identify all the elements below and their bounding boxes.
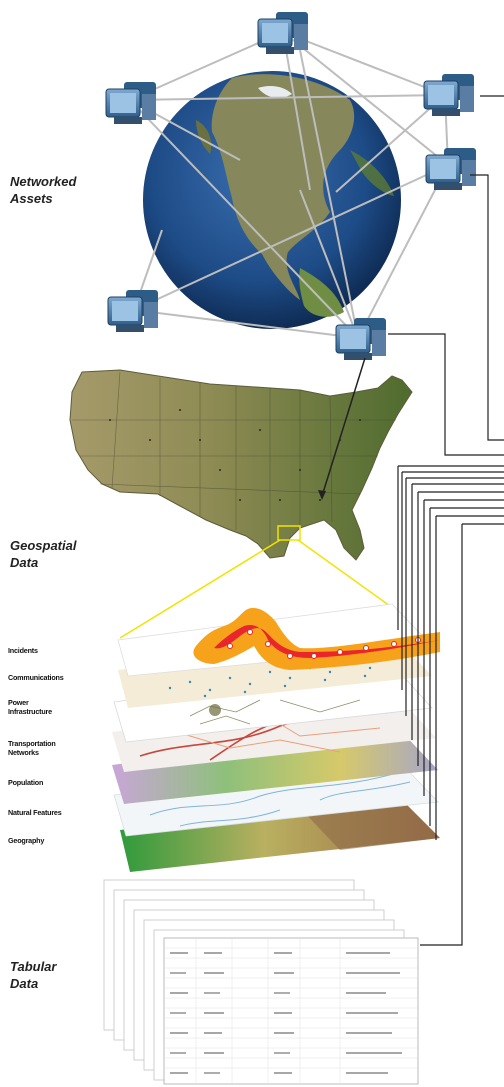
- table-sheet-front: [163, 937, 419, 1085]
- layer-label-incidents: Incidents: [8, 646, 38, 655]
- layer-population: [112, 728, 438, 804]
- network-links: [129, 31, 449, 339]
- node-to-map-arrow: [321, 357, 366, 497]
- globe-icon: [143, 71, 401, 329]
- callout-line-left: [119, 539, 281, 639]
- computer-node: [423, 73, 475, 117]
- tabular-data-label: Tabular Data: [10, 959, 57, 991]
- geospatial-data-label: Geospatial Data: [10, 538, 77, 570]
- usa-map-icon: [69, 369, 413, 561]
- layer-label-power-infrastructure: Power Infrastructure: [8, 698, 52, 716]
- layer-label-natural-features: Natural Features: [8, 808, 62, 817]
- layer-label-communications: Communications: [8, 673, 64, 682]
- networked-assets-label: Networked Assets: [10, 174, 77, 206]
- tabular-data-sheets: [103, 879, 419, 1085]
- arrowhead: [318, 490, 326, 500]
- computer-node: [107, 289, 159, 333]
- layer-label-transportation-networks: Transportation Networks: [8, 739, 56, 757]
- computer-node: [105, 81, 157, 125]
- layer-label-geography: Geography: [8, 836, 45, 845]
- layer-label-population: Population: [8, 778, 44, 787]
- callout-line-right: [297, 539, 391, 607]
- layer-incidents: [117, 603, 440, 677]
- area-of-interest-box: [277, 525, 301, 541]
- computer-node: [257, 11, 309, 55]
- connector-bus: [388, 95, 504, 946]
